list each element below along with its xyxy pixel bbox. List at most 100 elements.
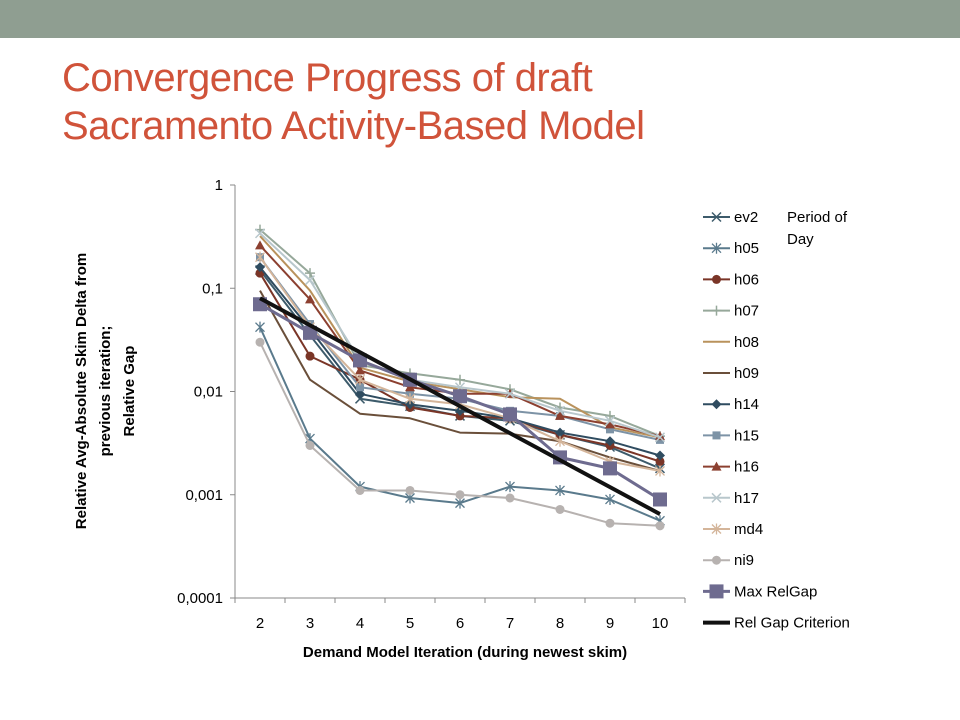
data-point xyxy=(605,493,615,505)
legend-item-h08: h08 xyxy=(703,334,759,351)
series-line xyxy=(259,296,661,516)
x-tick-label: 10 xyxy=(652,615,669,632)
legend-item-h06: h06 xyxy=(703,271,759,288)
data-point xyxy=(254,228,266,239)
legend-label: h17 xyxy=(734,490,759,507)
data-point xyxy=(605,419,615,429)
data-point xyxy=(255,262,265,273)
data-point xyxy=(503,407,517,422)
legend-label: h08 xyxy=(734,334,759,351)
series-rel-gap-criterion xyxy=(259,296,661,516)
legend-swatch-marker xyxy=(709,584,724,599)
data-point xyxy=(255,240,265,250)
data-point xyxy=(255,337,265,347)
x-tick-label: 9 xyxy=(606,615,614,632)
legend-note-line: Period of xyxy=(787,209,848,226)
y-axis-title-line: previous iteration; xyxy=(97,326,114,457)
y-tick-label: 0,0001 xyxy=(177,590,223,607)
legend-note-line: Day xyxy=(787,231,814,248)
data-point xyxy=(555,484,565,496)
data-point xyxy=(255,321,265,333)
data-point xyxy=(355,374,365,386)
data-point xyxy=(555,435,565,447)
series-ni9 xyxy=(255,337,665,531)
data-point xyxy=(555,410,565,420)
data-point xyxy=(606,425,614,434)
x-tick-label: 3 xyxy=(306,615,314,632)
legend-swatch-marker xyxy=(711,399,722,410)
legend-label: h07 xyxy=(734,303,759,320)
data-point xyxy=(405,485,415,495)
data-point xyxy=(554,405,566,416)
data-point xyxy=(305,440,315,450)
legend-label: ev2 xyxy=(734,209,758,226)
legend-item-h07: h07 xyxy=(703,303,759,320)
legend-swatch-marker xyxy=(711,305,722,316)
data-point xyxy=(353,353,367,368)
series-h05 xyxy=(255,321,665,527)
legend-swatch-marker xyxy=(711,461,722,471)
legend-item-rel-gap-criterion: Rel Gap Criterion xyxy=(703,615,850,632)
x-tick-label: 2 xyxy=(256,615,264,632)
legend-label: h15 xyxy=(734,427,759,444)
legend-label: h16 xyxy=(734,459,759,476)
slide-title-line-1: Convergence Progress of draft xyxy=(62,56,593,100)
data-point xyxy=(455,490,465,500)
slide-title: Convergence Progress of draft Sacramento… xyxy=(62,54,922,150)
y-axis-title-line: Relative Gap xyxy=(121,346,138,437)
data-point xyxy=(455,374,465,385)
series-h06 xyxy=(255,268,665,466)
data-point xyxy=(603,461,617,476)
y-axis: 1 0,1 0,01 0,001 0,0001 xyxy=(177,177,236,607)
legend-label: h05 xyxy=(734,240,759,257)
legend-label: h06 xyxy=(734,271,759,288)
data-point xyxy=(555,504,565,514)
data-point xyxy=(455,497,465,509)
data-point xyxy=(654,432,666,443)
data-point xyxy=(505,493,515,503)
y-axis-title-line: Relative Avg-Absolute Skim Delta from xyxy=(73,253,90,529)
legend-item-h17: h17 xyxy=(703,490,759,507)
legend-swatch-marker xyxy=(711,211,722,223)
data-point xyxy=(655,521,665,531)
data-point xyxy=(355,485,365,495)
data-point xyxy=(255,251,265,263)
slide-title-line-2: Sacramento Activity-Based Model xyxy=(62,104,645,148)
data-point xyxy=(355,365,365,375)
legend-swatch-marker xyxy=(712,555,721,565)
legend-item-ni9: ni9 xyxy=(703,552,754,569)
data-point xyxy=(504,388,516,399)
data-point xyxy=(555,427,565,438)
y-tick-label: 0,001 xyxy=(185,487,223,504)
plot-series xyxy=(253,224,667,531)
legend-item-h05: h05 xyxy=(703,240,759,257)
legend-label: md4 xyxy=(734,521,763,538)
data-point xyxy=(655,465,665,477)
x-tick-label: 4 xyxy=(356,615,364,632)
x-axis: 2 3 4 5 6 7 8 9 10 xyxy=(234,597,686,632)
y-tick-label: 0,01 xyxy=(194,384,223,401)
series-ev2 xyxy=(254,265,666,474)
series-line xyxy=(259,290,661,472)
y-axis-title: Relative Avg-Absolute Skim Delta from pre… xyxy=(73,253,138,529)
legend-swatch-marker xyxy=(711,492,722,503)
data-point xyxy=(655,450,665,461)
legend-item-ev2: ev2 xyxy=(703,209,758,226)
legend-item-max-relgap: Max RelGap xyxy=(703,583,817,600)
legend-label: Rel Gap Criterion xyxy=(734,615,850,632)
y-tick-label: 1 xyxy=(215,177,223,194)
legend: ev2 h05 h06 h07 h08 h09 h14 h15 h16 h17 md4 ni9 Max … xyxy=(703,209,850,632)
legend-item-h09: h09 xyxy=(703,365,759,382)
data-point xyxy=(653,492,667,507)
series-h09 xyxy=(259,290,661,472)
legend-label: h09 xyxy=(734,365,759,382)
legend-label: ni9 xyxy=(734,552,754,569)
data-point xyxy=(604,415,616,426)
data-point xyxy=(455,411,465,421)
legend-label: Max RelGap xyxy=(734,583,817,600)
data-point xyxy=(305,351,315,361)
data-point xyxy=(355,388,365,399)
top-accent-bar xyxy=(0,0,960,38)
x-axis-title: Demand Model Iteration (during newest sk… xyxy=(303,644,627,661)
x-tick-label: 8 xyxy=(556,615,564,632)
